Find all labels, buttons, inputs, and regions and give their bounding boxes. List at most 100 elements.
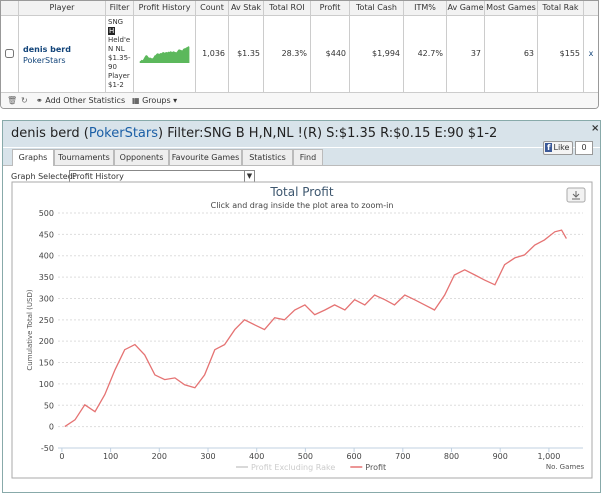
header-cell: Total Cash	[350, 1, 404, 16]
profit-line	[64, 229, 567, 428]
x-tick-label: 100	[103, 452, 118, 461]
remove-button[interactable]: x	[588, 49, 594, 58]
header-cell: Total Rak	[538, 1, 584, 16]
tab[interactable]: Graphs	[12, 149, 54, 166]
x-tick-label: 300	[200, 452, 215, 461]
sparkline-area	[139, 46, 190, 63]
y-tick-label: 50	[44, 401, 54, 410]
player-cell: denis berd PokerStars	[19, 16, 106, 92]
download-icon	[572, 191, 580, 200]
filter-highlight: H	[108, 27, 116, 35]
chart-title: Total Profit	[269, 185, 333, 199]
x-tick-label: 500	[298, 452, 313, 461]
y-tick-label: 450	[39, 230, 54, 239]
x-tick-label: 700	[395, 452, 410, 461]
panel-title: denis berd (PokerStars) Filter:SNG B H,N…	[3, 121, 600, 147]
y-tick-label: 200	[39, 337, 54, 346]
cell: 37	[447, 16, 485, 92]
header-cell: Filter	[106, 1, 134, 16]
tab[interactable]: Statistics	[242, 149, 293, 165]
y-tick-label: 250	[39, 316, 54, 325]
graph-selected-label: Graph Selected:	[11, 172, 76, 181]
y-tick-label: 300	[39, 294, 54, 303]
filter-line: SNG	[108, 18, 124, 26]
tab[interactable]: Find	[293, 149, 323, 165]
cell: $1,994	[350, 16, 404, 92]
title-site[interactable]: PokerStars	[88, 126, 159, 141]
groups-button[interactable]: ▦ Groups ▾	[132, 96, 178, 105]
add-stats-button[interactable]: ⚭ Add Other Statistics	[36, 96, 126, 105]
like-count: 0	[575, 141, 593, 155]
y-tick-label: 350	[39, 273, 54, 282]
player-name[interactable]: denis berd	[23, 45, 71, 54]
tab[interactable]: Opponents	[114, 149, 169, 165]
x-tick-label: 800	[444, 452, 459, 461]
row-select	[1, 16, 19, 92]
chart-frame	[11, 181, 593, 479]
add-stats-label: Add Other Statistics	[45, 96, 126, 105]
fb-icon: f	[545, 143, 553, 152]
cell: 42.7%	[404, 16, 447, 92]
y-axis-label: Cumulative Total (USD)	[26, 289, 34, 370]
header-cell: Profit History	[134, 1, 196, 16]
header-cell: Profit	[311, 1, 350, 16]
filter-line: 90	[108, 63, 117, 71]
y-tick-label: 400	[39, 252, 54, 261]
stats-table: Player Filter Profit History Count Av St…	[0, 0, 599, 109]
y-tick-label: 150	[39, 359, 54, 368]
graph-dropdown-value: Profit History	[72, 172, 124, 181]
like-label: Like	[553, 143, 570, 152]
legend-label: Profit Excluding Rake	[251, 463, 335, 472]
chart-subtitle: Click and drag inside the plot area to z…	[211, 201, 394, 210]
x-axis-label: No. Games	[546, 463, 585, 471]
filter-cell: SNG H Held'e N NL $1.35- 90 Player $1-2	[106, 16, 134, 92]
close-button[interactable]: ×	[591, 123, 600, 134]
legend-item[interactable]: Profit Excluding Rake	[236, 463, 335, 472]
header-cell	[1, 1, 19, 16]
x-tick-label: 200	[152, 452, 167, 461]
y-tick-label: -50	[41, 444, 54, 453]
filter-line: N NL	[108, 45, 125, 53]
header-cell: Av Stak	[229, 1, 264, 16]
y-tick-label: 0	[49, 423, 54, 432]
tab[interactable]: Tournaments	[54, 149, 114, 165]
like-button[interactable]: f Like	[543, 141, 573, 155]
filter-line: Player	[108, 72, 130, 80]
refresh-icon[interactable]: ↻	[21, 96, 28, 105]
x-tick-label: 400	[249, 452, 264, 461]
filter-line: $1.35-	[108, 54, 131, 62]
table-footer: 🗑 ↻ ⚭ Add Other Statistics ▦ Groups ▾	[1, 92, 598, 108]
filter-line: Held'e	[108, 36, 131, 44]
header-cell: ITM%	[404, 1, 447, 16]
header-cell: Av Game	[447, 1, 485, 16]
legend-item[interactable]: Profit	[350, 463, 386, 472]
cell: 1,036	[196, 16, 229, 92]
x-tick-label: 0	[59, 452, 64, 461]
cell: 28.3%	[264, 16, 311, 92]
title-prefix: denis berd (	[11, 126, 89, 141]
player-panel: denis berd (PokerStars) Filter:SNG B H,N…	[2, 120, 601, 493]
cell: $440	[311, 16, 350, 92]
cell: 63	[485, 16, 538, 92]
x-tick-label: 600	[346, 452, 361, 461]
x-tick-label: 1,000	[537, 452, 560, 461]
groups-label: Groups	[142, 96, 171, 105]
delete-icon[interactable]: 🗑	[7, 96, 18, 105]
title-suffix: ) Filter:SNG B H,N,NL !(R) S:$1.35 R:$0.…	[158, 126, 498, 141]
checkbox[interactable]	[5, 49, 14, 58]
site-name: PokerStars	[23, 56, 66, 65]
sparkline-cell	[134, 16, 196, 92]
filter-line: H	[108, 27, 133, 36]
x-tick-label: 900	[493, 452, 508, 461]
download-button[interactable]	[566, 187, 586, 203]
header-cell: Count	[196, 1, 229, 16]
tab[interactable]: Favourite Games	[169, 149, 242, 165]
sparkline	[139, 46, 190, 63]
header-cell: Most Games	[485, 1, 538, 16]
header-cell: Player	[19, 1, 106, 16]
cell: $1.35	[229, 16, 264, 92]
header-cell: Total ROI	[264, 1, 311, 16]
filter-line: $1-2	[108, 81, 124, 89]
